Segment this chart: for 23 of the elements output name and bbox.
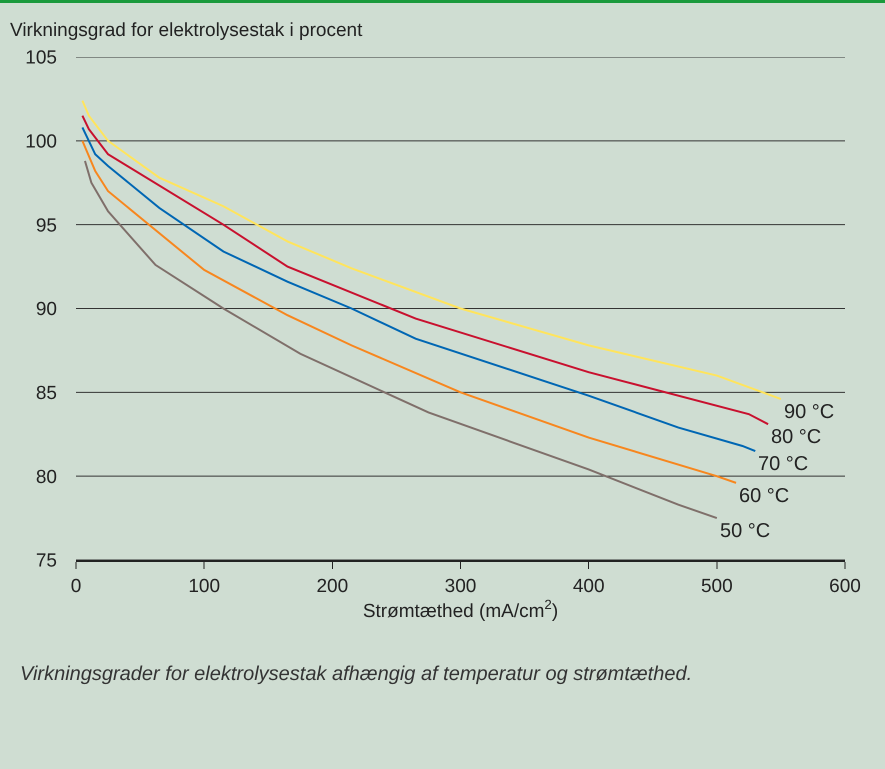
series-label: 90 °C bbox=[784, 401, 834, 423]
x-tick-label: 400 bbox=[572, 576, 605, 597]
series-label: 80 °C bbox=[771, 426, 822, 448]
series-label: 70 °C bbox=[758, 453, 808, 475]
y-tick-label: 90 bbox=[36, 299, 57, 320]
x-tick-label: 200 bbox=[316, 576, 348, 597]
y-axis-title: Virkningsgrad for elektrolysestak i procent bbox=[10, 20, 362, 42]
x-tick-label: 0 bbox=[70, 576, 82, 597]
line-series bbox=[84, 160, 718, 520]
x-tick-label: 600 bbox=[829, 576, 861, 597]
series-label: 60 °C bbox=[739, 485, 790, 507]
text: Virkningsgrader for elektrolysestak afhængig af temperatur og strømtæthed. bbox=[20, 662, 694, 687]
x-tick-label: 300 bbox=[444, 576, 476, 597]
y-tick-label: 85 bbox=[36, 382, 57, 404]
x-axis-title: Strømtæthed (mA/cm$^{2}$) bbox=[362, 596, 558, 622]
series-label: 50 °C bbox=[720, 520, 770, 542]
x-tick-label: 500 bbox=[700, 576, 733, 597]
x-tick-label: 100 bbox=[188, 576, 220, 597]
y-tick-label: 80 bbox=[36, 466, 57, 488]
y-tick-label: 95 bbox=[36, 215, 57, 236]
y-tick-label: 105 bbox=[25, 48, 57, 69]
y-tick-label: 100 bbox=[25, 131, 57, 152]
y-tick-label: 75 bbox=[36, 550, 57, 572]
